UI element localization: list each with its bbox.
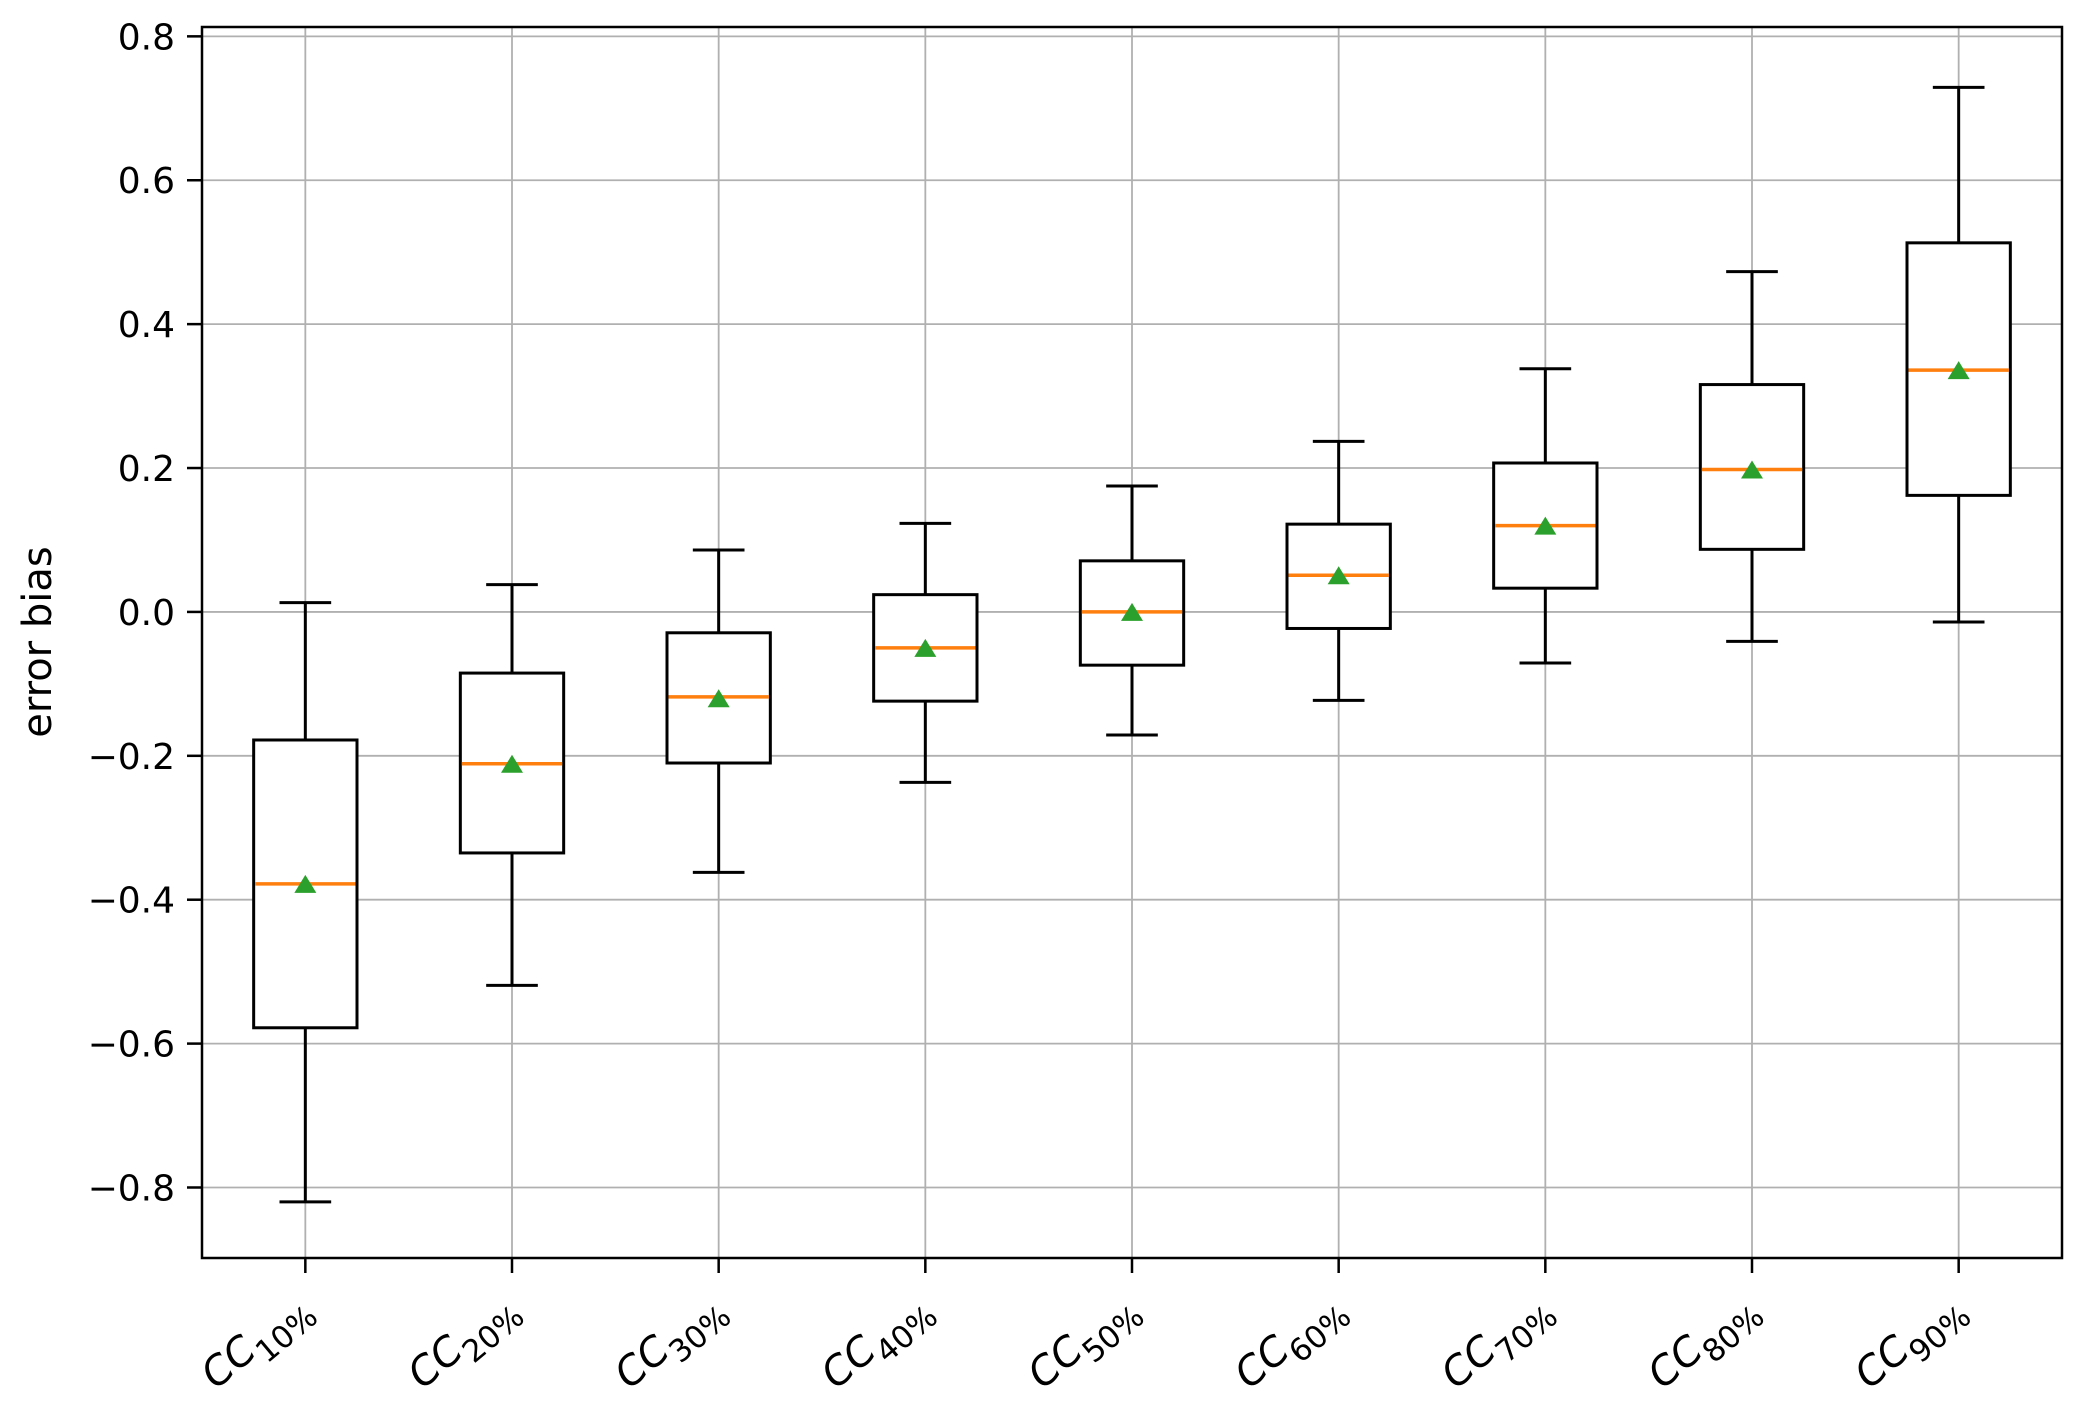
x-tick-label: CC80% (1639, 1282, 1771, 1406)
mean-marker (294, 874, 317, 893)
mean-marker (707, 689, 730, 708)
x-tick-label: CC10% (193, 1282, 325, 1406)
y-tick-label: −0.6 (88, 1025, 175, 1066)
x-tick-label: CC40% (813, 1282, 945, 1406)
y-tick-label: 0.6 (118, 161, 175, 202)
x-tick-label: CC20% (399, 1282, 531, 1406)
x-tick-label: CC50% (1019, 1282, 1151, 1406)
y-tick-label: −0.2 (88, 737, 175, 778)
mean-marker (1327, 566, 1350, 585)
y-axis-label: error bias (15, 546, 61, 738)
y-tick-label: −0.4 (88, 881, 175, 922)
mean-marker (1947, 361, 1970, 380)
mean-marker (914, 638, 937, 657)
mean-marker (501, 754, 523, 773)
mean-marker (1534, 516, 1557, 535)
y-tick-label: −0.8 (88, 1168, 175, 1209)
mean-marker (1121, 602, 1143, 621)
x-tick-label: CC70% (1433, 1282, 1565, 1406)
x-tick-label: CC60% (1226, 1282, 1358, 1406)
y-tick-label: 0.4 (118, 305, 175, 346)
y-tick-label: 0.0 (118, 593, 175, 634)
x-tick-label: CC90% (1846, 1282, 1978, 1406)
y-tick-label: 0.8 (118, 17, 175, 58)
mean-marker (1741, 460, 1763, 479)
y-tick-label: 0.2 (118, 449, 175, 490)
x-tick-label: CC30% (606, 1282, 738, 1406)
